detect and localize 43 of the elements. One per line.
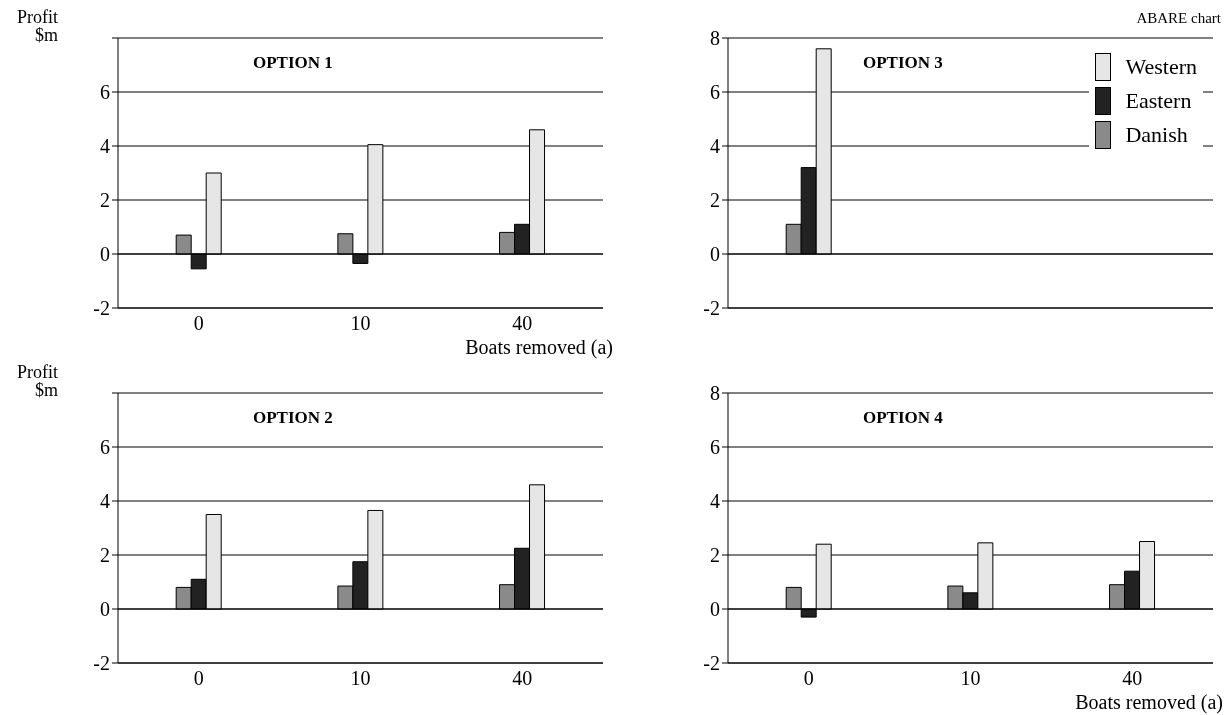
y-tick-label: -2 [93,297,110,320]
y-tick-label: 0 [100,243,110,266]
y-tick-label: 8 [710,382,720,405]
y-tick-label: 4 [100,135,110,158]
x-tick-label: 0 [803,667,814,690]
y-tick-label: 2 [100,189,110,212]
x-axis-title: Boats removed (a) [465,336,613,359]
text: OPTION 1 [253,53,333,73]
y-tick-label: -2 [703,297,720,320]
legend-label: Eastern [1124,87,1193,115]
y-tick-label: 0 [710,598,720,621]
x-tick-label: 0 [193,667,204,690]
x-tick-label: 40 [1122,667,1143,690]
y-tick-label: 2 [100,544,110,567]
y-axis-title: Profit $m [16,362,58,400]
x-axis-title: Boats removed (a) [1075,691,1223,714]
y-tick-label: 6 [100,81,110,104]
x-tick-label: 40 [512,312,533,335]
y-tick-label: 0 [100,598,110,621]
y-tick-label: 2 [710,189,720,212]
legend-label: Western [1124,53,1197,81]
text: OPTION 3 [863,53,943,73]
y-tick-label: -2 [703,652,720,675]
y-tick-label: 8 [710,27,720,50]
y-tick-label: 4 [100,490,110,513]
x-tick-label: 10 [350,312,371,335]
text: OPTION 2 [253,408,333,428]
y-tick-label: 4 [710,135,720,158]
y-tick-label: 6 [100,436,110,459]
y-tick-label: 2 [710,544,720,567]
y-axis-title: Profit $m [16,7,58,45]
x-tick-label: 10 [960,667,981,690]
y-tick-label: 6 [710,81,720,104]
text: ABARE chart [1136,10,1221,27]
legend-label: Danish [1124,121,1189,149]
x-tick-label: 40 [512,667,533,690]
text: OPTION 4 [863,408,943,428]
x-tick-label: 0 [193,312,204,335]
y-tick-label: 0 [710,243,720,266]
y-tick-label: 6 [710,436,720,459]
y-tick-label: 4 [710,490,720,513]
x-tick-label: 10 [350,667,371,690]
y-tick-label: -2 [93,652,110,675]
